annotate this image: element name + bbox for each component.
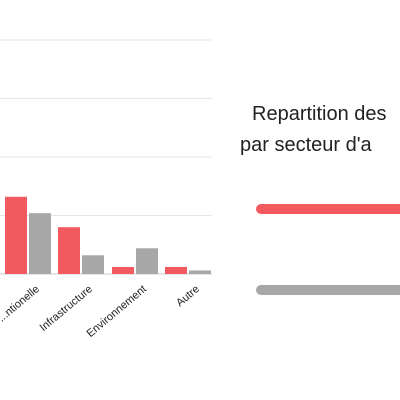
- legend-swatch-series-2: [256, 285, 400, 295]
- bar-series-2-2: [82, 255, 104, 274]
- x-tick-label: ...ntionelle: [0, 283, 42, 324]
- bar-series-2-1: [29, 213, 51, 274]
- legend-swatch-series-1: [256, 204, 400, 214]
- x-tick-label: Infrastructure: [38, 283, 95, 334]
- legend-title-line-1: Repartition des: [252, 103, 387, 125]
- x-tick-label: Autre: [174, 283, 202, 309]
- bar-series-1-3: [112, 266, 134, 274]
- bar-series-1-1: [5, 196, 27, 274]
- bar-series-1-2: [58, 227, 80, 274]
- legend-title-line-2: par secteur d'a: [240, 134, 372, 156]
- bars: [5, 196, 211, 274]
- bar-series-2-3: [136, 248, 158, 274]
- bar-series-2-4: [189, 270, 211, 274]
- bar-series-1-4: [165, 266, 187, 274]
